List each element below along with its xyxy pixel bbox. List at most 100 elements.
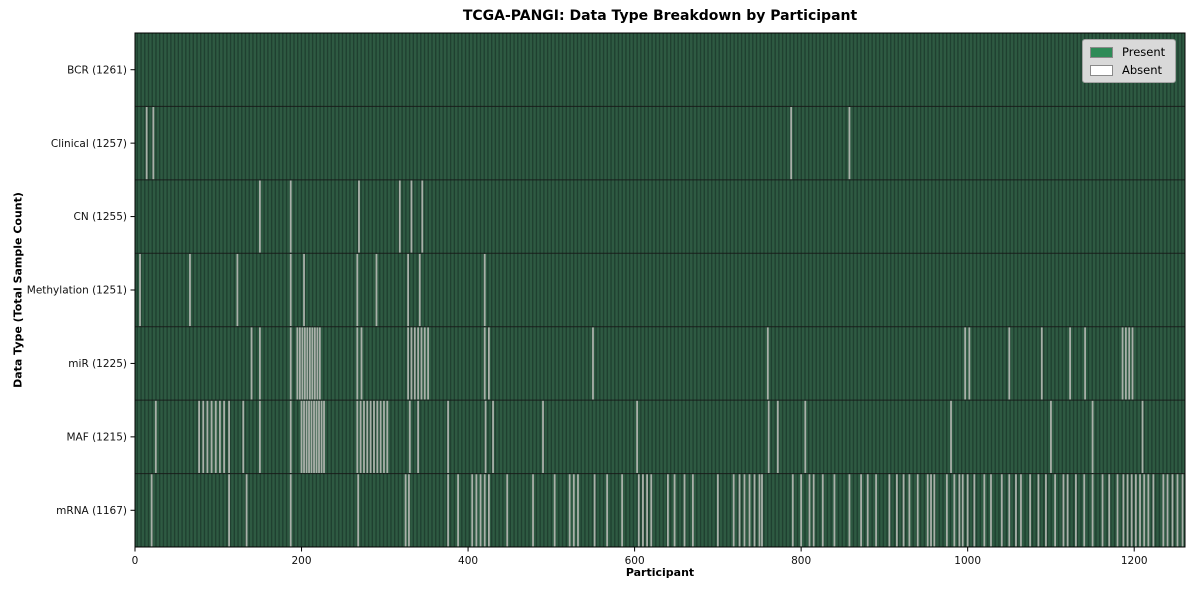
absent-mark bbox=[833, 474, 836, 547]
absent-mark bbox=[973, 474, 976, 547]
absent-mark bbox=[289, 400, 292, 473]
absent-mark bbox=[860, 474, 862, 547]
absent-mark bbox=[296, 327, 299, 400]
absent-mark bbox=[1171, 474, 1174, 547]
absent-mark bbox=[303, 327, 306, 400]
absent-mark bbox=[306, 327, 309, 400]
absent-mark bbox=[990, 474, 992, 547]
absent-mark bbox=[1130, 474, 1133, 547]
absent-mark bbox=[637, 474, 640, 547]
absent-mark bbox=[621, 474, 624, 547]
absent-mark bbox=[592, 327, 594, 400]
absent-mark bbox=[1091, 474, 1094, 547]
absent-mark bbox=[357, 474, 360, 547]
absent-mark bbox=[553, 474, 556, 547]
absent-mark bbox=[1045, 474, 1047, 547]
absent-mark bbox=[930, 474, 932, 547]
absent-mark bbox=[408, 400, 411, 473]
absent-mark bbox=[667, 474, 669, 547]
legend-item-present: Present bbox=[1090, 45, 1165, 59]
y-tick-label: Clinical (1257) bbox=[51, 138, 127, 150]
absent-mark bbox=[1037, 474, 1040, 547]
absent-mark bbox=[373, 400, 375, 473]
absent-mark bbox=[1166, 474, 1169, 547]
absent-mark bbox=[716, 474, 719, 547]
absent-mark bbox=[154, 400, 157, 473]
absent-mark bbox=[767, 400, 770, 473]
x-axis-label: Participant bbox=[625, 566, 695, 579]
absent-mark bbox=[673, 474, 676, 547]
absent-mark bbox=[492, 400, 494, 473]
y-tick-label: mRNA (1167) bbox=[56, 505, 127, 517]
absent-mark bbox=[487, 327, 490, 400]
absent-mark bbox=[418, 253, 421, 327]
absent-mark bbox=[210, 400, 213, 473]
y-tick-label: MAF (1215) bbox=[66, 432, 127, 444]
absent-mark bbox=[1134, 474, 1137, 547]
absent-mark bbox=[761, 474, 763, 547]
absent-mark bbox=[323, 400, 325, 473]
y-tick-label: miR (1225) bbox=[68, 358, 127, 370]
absent-mark bbox=[483, 253, 486, 327]
absent-mark bbox=[1050, 400, 1052, 473]
absent-mark bbox=[242, 400, 245, 473]
absent-mark bbox=[410, 327, 413, 400]
absent-mark bbox=[866, 474, 869, 547]
absent-mark bbox=[1008, 474, 1011, 547]
absent-mark bbox=[950, 400, 952, 473]
absent-mark bbox=[219, 400, 221, 473]
absent-mark bbox=[152, 107, 155, 180]
absent-mark bbox=[606, 474, 609, 547]
absent-mark bbox=[572, 474, 575, 547]
absent-mark bbox=[359, 400, 362, 473]
absent-mark bbox=[423, 327, 426, 400]
absent-mark bbox=[808, 474, 811, 547]
absent-mark bbox=[413, 327, 416, 400]
absent-mark bbox=[356, 327, 359, 400]
absent-mark bbox=[1040, 327, 1043, 400]
x-tick-label: 0 bbox=[132, 555, 139, 567]
chart-title: TCGA-PANGI: Data Type Breakdown by Parti… bbox=[462, 8, 858, 24]
x-tick-label: 400 bbox=[458, 555, 478, 567]
absent-mark bbox=[383, 400, 385, 473]
absent-mark bbox=[636, 400, 638, 473]
absent-mark bbox=[313, 327, 316, 400]
absent-mark bbox=[483, 327, 486, 400]
absent-mark bbox=[379, 400, 382, 473]
absent-mark bbox=[650, 474, 653, 547]
absent-mark bbox=[320, 400, 323, 473]
absent-mark bbox=[315, 400, 318, 473]
absent-mark bbox=[356, 253, 359, 327]
absent-mark bbox=[1066, 474, 1069, 547]
absent-mark bbox=[398, 180, 401, 253]
y-tick-label: Methylation (1251) bbox=[27, 285, 127, 297]
absent-mark bbox=[888, 474, 891, 547]
absent-mark bbox=[1128, 327, 1131, 400]
absent-mark bbox=[202, 400, 205, 473]
absent-mark bbox=[245, 474, 248, 547]
absent-mark bbox=[420, 327, 423, 400]
absent-mark bbox=[758, 474, 761, 547]
absent-mark bbox=[968, 327, 971, 400]
absent-mark bbox=[790, 107, 793, 180]
absent-mark bbox=[568, 474, 571, 547]
absent-mark bbox=[408, 474, 410, 547]
absent-mark bbox=[1181, 474, 1184, 547]
absent-mark bbox=[386, 400, 389, 473]
absent-mark bbox=[738, 474, 741, 547]
absent-mark bbox=[732, 474, 735, 547]
absent-mark bbox=[743, 474, 746, 547]
absent-mark bbox=[1008, 327, 1011, 400]
absent-mark bbox=[318, 400, 320, 473]
absent-mark bbox=[300, 400, 303, 473]
absent-mark bbox=[457, 474, 459, 547]
absent-mark bbox=[506, 474, 509, 547]
absent-mark bbox=[206, 400, 209, 473]
plot-border bbox=[134, 32, 1186, 548]
absent-mark bbox=[532, 474, 534, 547]
legend-label-present: Present bbox=[1122, 45, 1166, 59]
absent-mark bbox=[791, 474, 794, 547]
absent-mark bbox=[417, 400, 420, 473]
absent-mark bbox=[427, 327, 429, 400]
